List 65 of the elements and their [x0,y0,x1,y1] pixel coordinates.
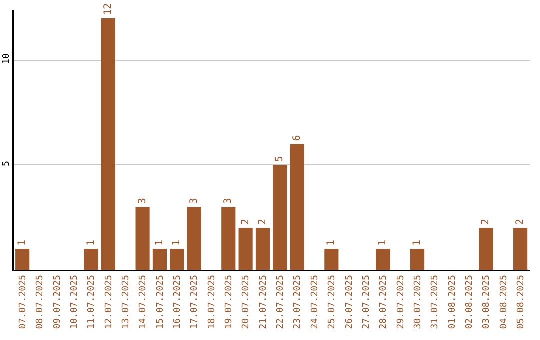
x-tick-label: 14.07.2025 [138,275,149,330]
x-tick-label: 19.07.2025 [224,275,235,330]
x-tick-label: 05.08.2025 [516,275,526,330]
bar [101,18,116,270]
x-tick-label: 21.07.2025 [258,275,269,330]
data-label: 1 [17,240,28,246]
x-tick-label: 11.07.2025 [87,275,98,330]
data-label: 2 [240,219,252,226]
x-tick-label: 13.07.2025 [122,275,132,330]
x-tick-label: 29.07.2025 [396,275,406,330]
bar [256,228,270,270]
x-tick-label: 12.07.2025 [104,275,114,330]
bar [514,228,528,270]
data-label: 3 [223,198,234,204]
data-label: 1 [412,240,424,246]
x-tick-label: 30.07.2025 [413,275,424,330]
bar [238,228,253,270]
bar [136,207,150,270]
data-label: 2 [257,219,268,226]
bar [479,228,494,270]
bar [187,207,202,270]
x-tick-label: 23.07.2025 [293,275,304,330]
data-label: 3 [137,198,148,204]
x-tick-label: 18.07.2025 [207,275,218,330]
x-tick-label: 09.07.2025 [52,275,63,330]
bar [273,165,288,270]
y-tick-label: 10 [2,54,12,64]
data-label: 1 [172,240,183,246]
x-tick-label: 08.07.2025 [36,275,46,330]
x-tick-label: 27.07.2025 [362,275,372,330]
x-tick-label: 15.07.2025 [156,275,166,330]
x-tick-label: 17.07.2025 [190,275,200,330]
data-label: 3 [188,198,200,204]
x-tick-label: 31.07.2025 [430,275,441,330]
data-label: 5 [274,156,286,162]
x-tick-label: 25.07.2025 [328,275,338,330]
x-tick-label: 02.08.2025 [464,275,475,330]
data-label: 6 [292,135,303,142]
bar [410,249,425,270]
x-tick-label: 28.07.2025 [379,275,390,330]
data-label: 1 [154,240,166,246]
x-tick-label: 04.08.2025 [499,275,510,330]
data-label: 12 [102,3,114,16]
x-tick-label: 10.07.2025 [70,275,80,330]
data-label: 2 [515,219,526,226]
x-tick-label: 07.07.2025 [18,275,29,330]
x-tick-label: 03.08.2025 [482,275,492,330]
bar [170,249,184,270]
x-tick-label: 20.07.2025 [242,275,252,330]
bar [376,249,390,270]
data-label: 1 [86,240,97,246]
x-tick-label: 01.08.2025 [448,275,458,330]
x-tick-label: 22.07.2025 [276,275,286,330]
x-tick-label: 24.07.2025 [310,275,320,330]
bar [324,249,339,270]
bar [84,249,98,270]
bar [152,249,167,270]
data-label: 1 [378,240,389,246]
bar [290,144,304,270]
data-label: 2 [480,219,492,226]
bar [222,207,236,270]
x-tick-label: 26.07.2025 [344,275,355,330]
x-tick-label: 16.07.2025 [173,275,184,330]
data-label: 1 [326,240,338,246]
bar [16,249,30,270]
